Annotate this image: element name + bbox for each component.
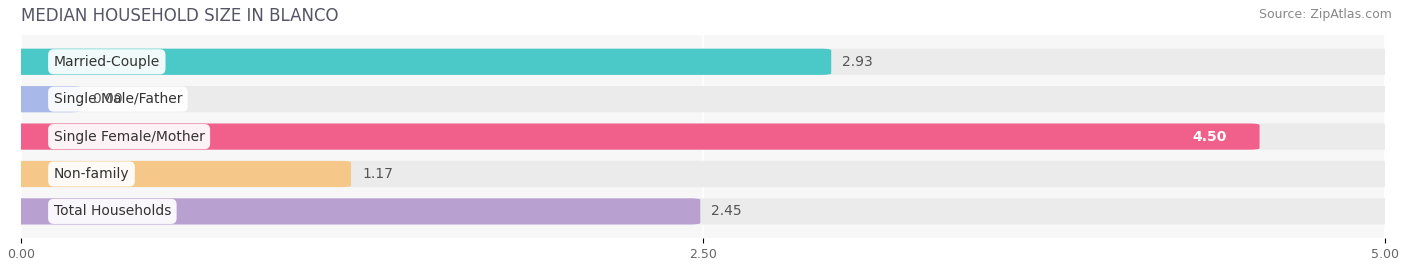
FancyBboxPatch shape — [10, 86, 1396, 112]
Text: 4.50: 4.50 — [1192, 130, 1227, 144]
Text: 0.00: 0.00 — [91, 92, 122, 106]
FancyBboxPatch shape — [10, 124, 1260, 150]
Text: Single Male/Father: Single Male/Father — [53, 92, 183, 106]
Text: 2.45: 2.45 — [711, 204, 742, 218]
Text: MEDIAN HOUSEHOLD SIZE IN BLANCO: MEDIAN HOUSEHOLD SIZE IN BLANCO — [21, 7, 339, 25]
FancyBboxPatch shape — [10, 49, 1396, 75]
FancyBboxPatch shape — [10, 198, 700, 225]
Text: Total Households: Total Households — [53, 204, 172, 218]
FancyBboxPatch shape — [10, 198, 1396, 225]
Text: Single Female/Mother: Single Female/Mother — [53, 130, 204, 144]
FancyBboxPatch shape — [10, 161, 1396, 187]
FancyBboxPatch shape — [10, 86, 82, 112]
Text: 1.17: 1.17 — [361, 167, 392, 181]
FancyBboxPatch shape — [10, 124, 1396, 150]
FancyBboxPatch shape — [10, 49, 831, 75]
Text: Source: ZipAtlas.com: Source: ZipAtlas.com — [1258, 8, 1392, 21]
Text: 2.93: 2.93 — [842, 55, 873, 69]
FancyBboxPatch shape — [10, 161, 352, 187]
Text: Married-Couple: Married-Couple — [53, 55, 160, 69]
Text: Non-family: Non-family — [53, 167, 129, 181]
